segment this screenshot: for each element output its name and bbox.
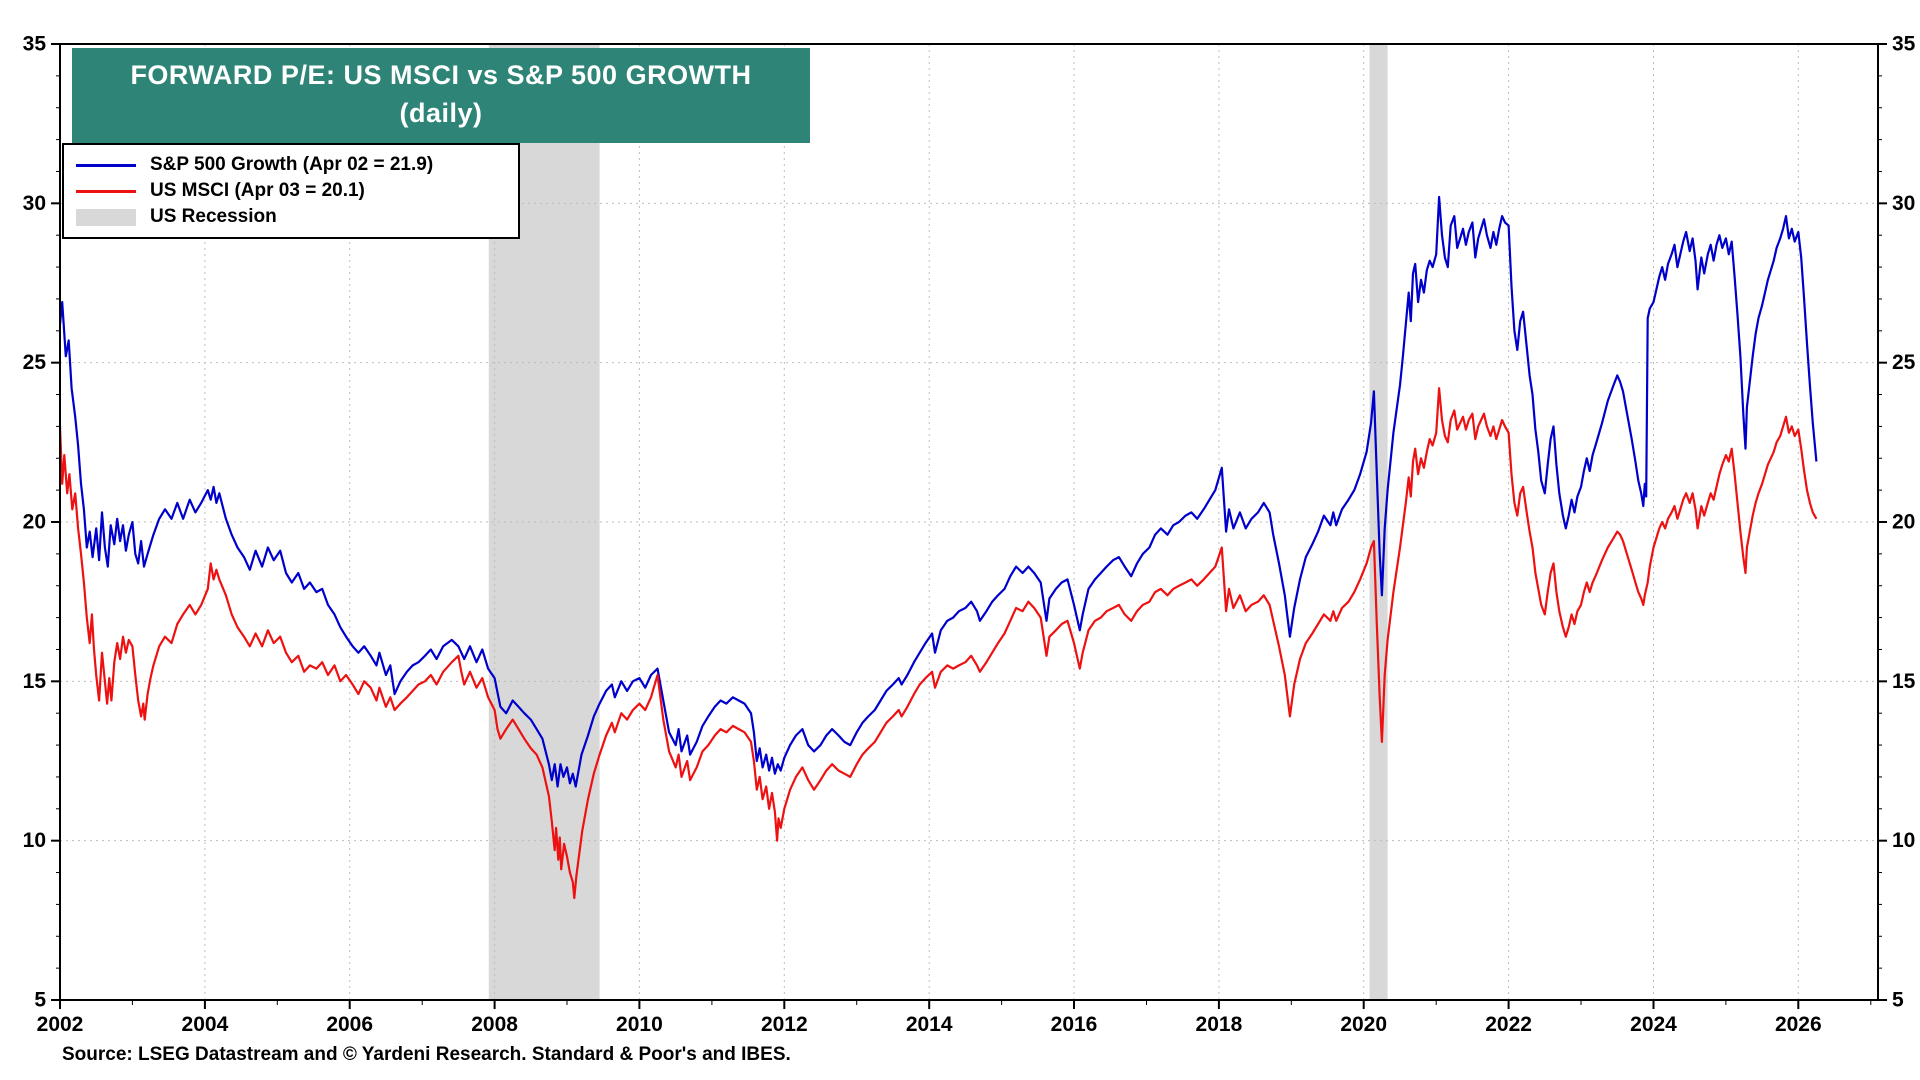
svg-text:2020: 2020: [1340, 1013, 1387, 1036]
svg-text:2002: 2002: [37, 1013, 84, 1036]
svg-text:5: 5: [34, 989, 46, 1012]
chart-title: FORWARD P/E: US MSCI vs S&P 500 GROWTH: [130, 60, 752, 90]
svg-text:20: 20: [1892, 511, 1915, 534]
svg-text:2022: 2022: [1485, 1013, 1532, 1036]
svg-text:25: 25: [1892, 351, 1916, 374]
svg-text:2012: 2012: [761, 1013, 808, 1036]
legend-item-sp500-growth: S&P 500 Growth (Apr 02 = 21.9): [76, 152, 506, 178]
us-recession-band-swatch: [76, 208, 136, 226]
svg-text:5: 5: [1892, 989, 1904, 1012]
legend-label-sp500-growth: S&P 500 Growth (Apr 02 = 21.9): [150, 154, 434, 175]
svg-text:2016: 2016: [1051, 1013, 1098, 1036]
legend: S&P 500 Growth (Apr 02 = 21.9) US MSCI (…: [62, 143, 520, 239]
svg-text:30: 30: [23, 192, 46, 215]
svg-text:10: 10: [23, 829, 46, 852]
source-note: Source: LSEG Datastream and © Yardeni Re…: [62, 1044, 791, 1065]
svg-text:35: 35: [23, 33, 47, 56]
legend-item-us-recession: US Recession: [76, 204, 506, 230]
legend-item-us-msci: US MSCI (Apr 03 = 20.1): [76, 178, 506, 204]
svg-text:2018: 2018: [1196, 1013, 1243, 1036]
svg-text:15: 15: [1892, 670, 1916, 693]
svg-text:2026: 2026: [1775, 1013, 1822, 1036]
svg-text:2010: 2010: [616, 1013, 663, 1036]
legend-label-us-recession: US Recession: [150, 206, 277, 227]
legend-label-us-msci: US MSCI (Apr 03 = 20.1): [150, 180, 365, 201]
svg-text:2014: 2014: [906, 1013, 953, 1036]
svg-text:35: 35: [1892, 33, 1916, 56]
svg-text:15: 15: [23, 670, 47, 693]
svg-text:2008: 2008: [471, 1013, 518, 1036]
svg-text:2004: 2004: [182, 1013, 229, 1036]
svg-text:25: 25: [23, 351, 47, 374]
chart-subtitle: (daily): [399, 97, 483, 128]
svg-text:20: 20: [23, 511, 46, 534]
sp500-growth-line-swatch: [76, 163, 136, 167]
svg-text:2024: 2024: [1630, 1013, 1677, 1036]
svg-text:10: 10: [1892, 829, 1915, 852]
us-msci-line-swatch: [76, 189, 136, 193]
chart-title-box: FORWARD P/E: US MSCI vs S&P 500 GROWTH (…: [72, 48, 810, 143]
svg-text:2006: 2006: [326, 1013, 373, 1036]
svg-text:30: 30: [1892, 192, 1915, 215]
